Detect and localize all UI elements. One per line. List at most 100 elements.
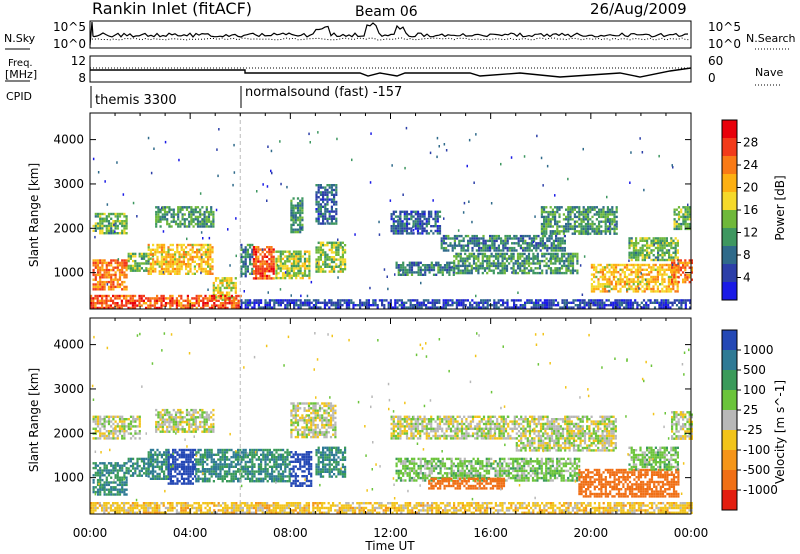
data-cell-power-3284 bbox=[684, 280, 687, 284]
data-cell-power-774 bbox=[212, 291, 215, 294]
data-cell-velocity-483 bbox=[172, 448, 175, 452]
data-cell-power-3157 bbox=[654, 258, 657, 262]
data-cell-power-1306 bbox=[330, 251, 333, 254]
data-cell-power-1727 bbox=[428, 271, 431, 274]
data-cell-power-1383 bbox=[317, 188, 320, 192]
data-cell-power-2579 bbox=[580, 220, 583, 223]
data-cell-power-1986 bbox=[535, 234, 538, 238]
data-cell-velocity-112 bbox=[116, 488, 119, 491]
data-cell-power-1157 bbox=[308, 252, 311, 256]
data-cell-power-597 bbox=[211, 260, 214, 263]
data-cell-power-2930 bbox=[643, 278, 646, 281]
data-cell-power-158 bbox=[94, 212, 97, 216]
data-cell-power-2762 bbox=[599, 271, 602, 274]
data-cell-power-725 bbox=[199, 215, 202, 219]
data-cell-velocity-369 bbox=[147, 463, 150, 466]
data-cell-power-2295 bbox=[532, 257, 535, 260]
data-cell-power-252 bbox=[125, 215, 128, 218]
data-cell-power-4243 bbox=[682, 301, 685, 304]
data-cell-power-203 bbox=[107, 227, 111, 230]
data-cell-power-1904 bbox=[497, 244, 500, 247]
data-cell-power-3781 bbox=[330, 299, 333, 302]
data-cell-power-2256 bbox=[519, 262, 522, 265]
data-cell-power-4366 bbox=[378, 220, 380, 224]
data-cell-power-2395 bbox=[567, 262, 570, 265]
data-cell-power-3767 bbox=[317, 301, 320, 304]
data-cell-power-190 bbox=[103, 232, 106, 235]
data-cell-power-4312 bbox=[628, 259, 630, 262]
data-cell-power-3597 bbox=[208, 299, 211, 302]
data-cell-power-3954 bbox=[464, 299, 467, 302]
data-cell-velocity-121 bbox=[118, 483, 122, 487]
data-cell-power-46 bbox=[101, 266, 104, 269]
data-cell-power-778 bbox=[214, 277, 218, 280]
data-cell-power-3878 bbox=[409, 301, 412, 304]
data-cell-power-4359 bbox=[582, 147, 584, 151]
data-cell-power-4033 bbox=[528, 301, 531, 304]
data-cell-power-574 bbox=[207, 255, 210, 259]
data-cell-power-1065 bbox=[286, 257, 289, 261]
data-cell-power-2482 bbox=[554, 210, 557, 214]
data-cell-power-1009 bbox=[272, 258, 275, 261]
data-cell-power-2087 bbox=[461, 259, 465, 263]
data-cell-power-3201 bbox=[668, 242, 671, 245]
data-cell-power-1639 bbox=[434, 217, 437, 221]
data-cell-power-2797 bbox=[608, 275, 611, 279]
data-cell-power-2474 bbox=[551, 210, 554, 214]
data-cell-power-2023 bbox=[550, 244, 553, 247]
data-cell-power-1543 bbox=[403, 225, 406, 228]
data-cell-power-1580 bbox=[414, 227, 417, 230]
data-cell-power-3183 bbox=[661, 254, 664, 257]
data-cell-power-3375 bbox=[94, 294, 97, 298]
data-cell-power-1476 bbox=[333, 215, 336, 218]
data-cell-power-2389 bbox=[565, 269, 568, 272]
data-cell-power-3609 bbox=[215, 299, 218, 302]
data-cell-power-1879 bbox=[489, 237, 492, 240]
data-cell-power-4368 bbox=[404, 166, 406, 170]
data-cell-power-2198 bbox=[499, 262, 502, 265]
data-cell-power-379 bbox=[160, 260, 163, 263]
data-cell-power-1138 bbox=[301, 274, 304, 277]
data-cell-power-3914 bbox=[433, 304, 436, 307]
data-cell-velocity-114 bbox=[116, 493, 119, 496]
data-cell-power-2352 bbox=[554, 257, 557, 260]
data-cell-power-2965 bbox=[652, 285, 655, 288]
data-cell-power-2039 bbox=[557, 242, 560, 245]
data-cell-power-2201 bbox=[499, 271, 502, 275]
data-cell-power-345 bbox=[152, 263, 155, 266]
data-cell-power-1722 bbox=[426, 266, 429, 269]
data-cell-power-2113 bbox=[468, 271, 471, 275]
data-cell-power-2345 bbox=[552, 255, 555, 258]
data-cell-power-1191 bbox=[292, 228, 295, 231]
data-cell-power-405 bbox=[167, 246, 170, 249]
data-cell-velocity-445 bbox=[165, 468, 168, 471]
data-cell-power-1317 bbox=[333, 256, 336, 259]
data-cell-power-4032 bbox=[528, 299, 531, 302]
data-cell-power-2259 bbox=[519, 269, 522, 272]
data-cell-power-591 bbox=[209, 270, 212, 273]
data-cell-power-2494 bbox=[556, 222, 559, 226]
data-cell-power-2785 bbox=[604, 290, 607, 293]
data-cell-power-573 bbox=[207, 253, 210, 256]
data-cell-power-679 bbox=[183, 213, 186, 216]
data-cell-power-4158 bbox=[618, 299, 621, 302]
data-cell-power-2566 bbox=[578, 206, 581, 209]
data-cell-power-1714 bbox=[421, 268, 425, 272]
data-cell-power-330 bbox=[147, 270, 150, 273]
data-cell-power-2297 bbox=[532, 262, 535, 265]
data-cell-power-700 bbox=[190, 218, 193, 221]
data-cell-power-2705 bbox=[611, 208, 614, 211]
data-cell-power-3617 bbox=[219, 302, 222, 305]
data-cell-power-4122 bbox=[592, 304, 595, 307]
data-cell-power-3707 bbox=[273, 304, 276, 307]
data-cell-power-1912 bbox=[502, 242, 505, 245]
data-cell-power-37 bbox=[99, 276, 102, 279]
data-cell-power-2075 bbox=[457, 264, 460, 268]
data-cell-power-3359 bbox=[688, 215, 692, 219]
data-cell-power-2950 bbox=[648, 287, 651, 291]
data-cell-power-224 bbox=[114, 227, 117, 230]
data-cell-power-3553 bbox=[186, 297, 189, 300]
data-cell-power-3647 bbox=[235, 302, 238, 305]
data-cell-power-3586 bbox=[202, 306, 205, 310]
data-cell-power-3754 bbox=[308, 301, 311, 304]
